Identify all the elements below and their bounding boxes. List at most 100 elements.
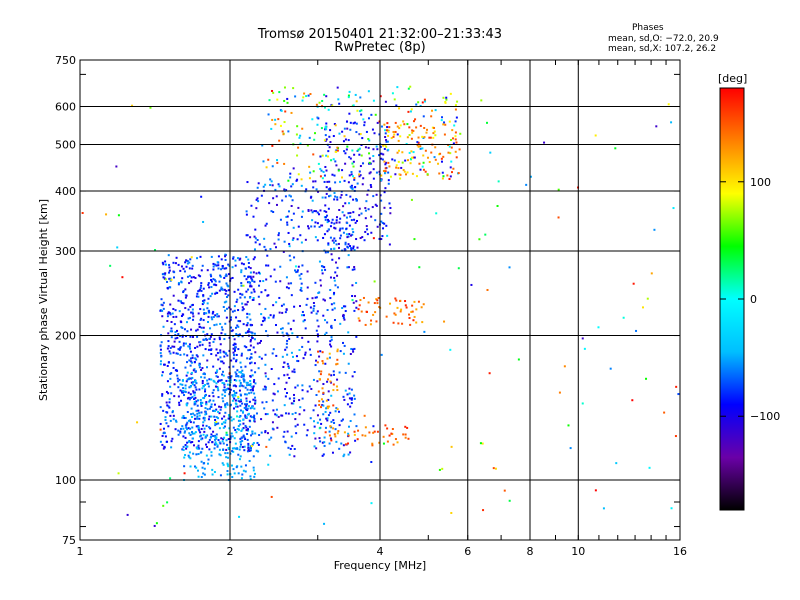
data-point — [177, 433, 180, 436]
data-point — [182, 390, 185, 393]
data-point — [321, 265, 324, 268]
data-point — [262, 316, 265, 319]
data-point — [289, 172, 292, 175]
data-point — [286, 373, 289, 376]
data-point — [359, 299, 362, 302]
data-point — [326, 380, 329, 383]
data-point — [318, 403, 321, 406]
data-point — [327, 220, 330, 223]
data-point — [399, 299, 402, 302]
data-point — [198, 366, 201, 369]
data-point — [300, 272, 303, 275]
data-point — [323, 319, 326, 322]
data-point — [215, 323, 218, 326]
data-point — [249, 340, 252, 343]
data-point — [241, 374, 244, 377]
data-point — [251, 432, 254, 435]
data-point — [300, 178, 303, 181]
data-point — [214, 418, 217, 421]
data-point — [185, 404, 188, 407]
data-point — [261, 401, 264, 404]
data-point — [263, 317, 266, 320]
data-point — [352, 175, 355, 178]
data-point — [276, 390, 279, 393]
data-point — [214, 436, 217, 439]
data-point — [184, 307, 187, 310]
data-point — [233, 397, 236, 400]
data-point — [180, 301, 183, 304]
data-point — [222, 389, 225, 392]
data-point — [201, 367, 204, 370]
data-point — [380, 152, 383, 155]
data-point — [229, 277, 232, 280]
data-point — [242, 323, 245, 326]
data-point — [223, 301, 226, 304]
data-point — [421, 135, 424, 138]
data-point — [329, 411, 332, 414]
data-point — [346, 393, 349, 396]
data-point — [155, 522, 158, 525]
data-point — [301, 384, 304, 387]
data-point — [204, 436, 207, 439]
data-point — [352, 301, 355, 304]
data-point — [210, 316, 213, 319]
data-point — [201, 382, 204, 385]
data-point — [263, 319, 266, 322]
data-point — [321, 272, 324, 275]
data-point — [226, 470, 229, 473]
data-point — [204, 388, 207, 391]
data-point — [296, 270, 299, 273]
data-point — [324, 165, 327, 168]
data-point — [197, 427, 200, 430]
data-point — [423, 98, 426, 101]
data-point — [338, 424, 341, 427]
data-point — [217, 422, 220, 425]
data-point — [315, 312, 318, 315]
data-point — [422, 303, 425, 306]
data-point — [349, 157, 352, 160]
data-point — [320, 224, 323, 227]
data-point — [296, 336, 299, 339]
data-point — [314, 180, 317, 183]
data-point — [348, 90, 351, 93]
data-point — [300, 282, 303, 285]
data-point — [253, 338, 256, 341]
data-point — [251, 430, 254, 433]
data-point — [192, 391, 195, 394]
data-point — [457, 172, 460, 175]
data-point — [348, 112, 351, 115]
data-point — [175, 352, 178, 355]
data-point — [269, 454, 272, 457]
data-point — [336, 389, 339, 392]
data-point — [193, 368, 196, 371]
data-point — [324, 216, 327, 219]
data-point — [165, 401, 168, 404]
data-point — [267, 377, 270, 380]
data-point — [234, 405, 237, 408]
data-point — [325, 417, 328, 420]
data-point — [334, 428, 337, 431]
data-point — [218, 336, 221, 339]
data-point — [431, 126, 434, 129]
data-point — [234, 371, 237, 374]
data-point — [346, 120, 349, 123]
data-point — [313, 432, 316, 435]
data-point — [435, 212, 438, 215]
data-point — [333, 247, 336, 250]
data-point — [191, 432, 194, 435]
data-point — [402, 120, 405, 123]
data-point — [216, 375, 219, 378]
data-point — [246, 407, 249, 410]
data-point — [190, 360, 193, 363]
data-point — [362, 118, 365, 121]
data-point — [342, 140, 345, 143]
data-point — [191, 308, 194, 311]
data-point — [232, 357, 235, 360]
data-point — [339, 196, 342, 199]
data-point — [209, 399, 212, 402]
data-point — [200, 404, 203, 407]
data-point — [349, 128, 352, 131]
data-point — [121, 276, 124, 279]
data-point — [309, 353, 312, 356]
data-point — [353, 177, 356, 180]
